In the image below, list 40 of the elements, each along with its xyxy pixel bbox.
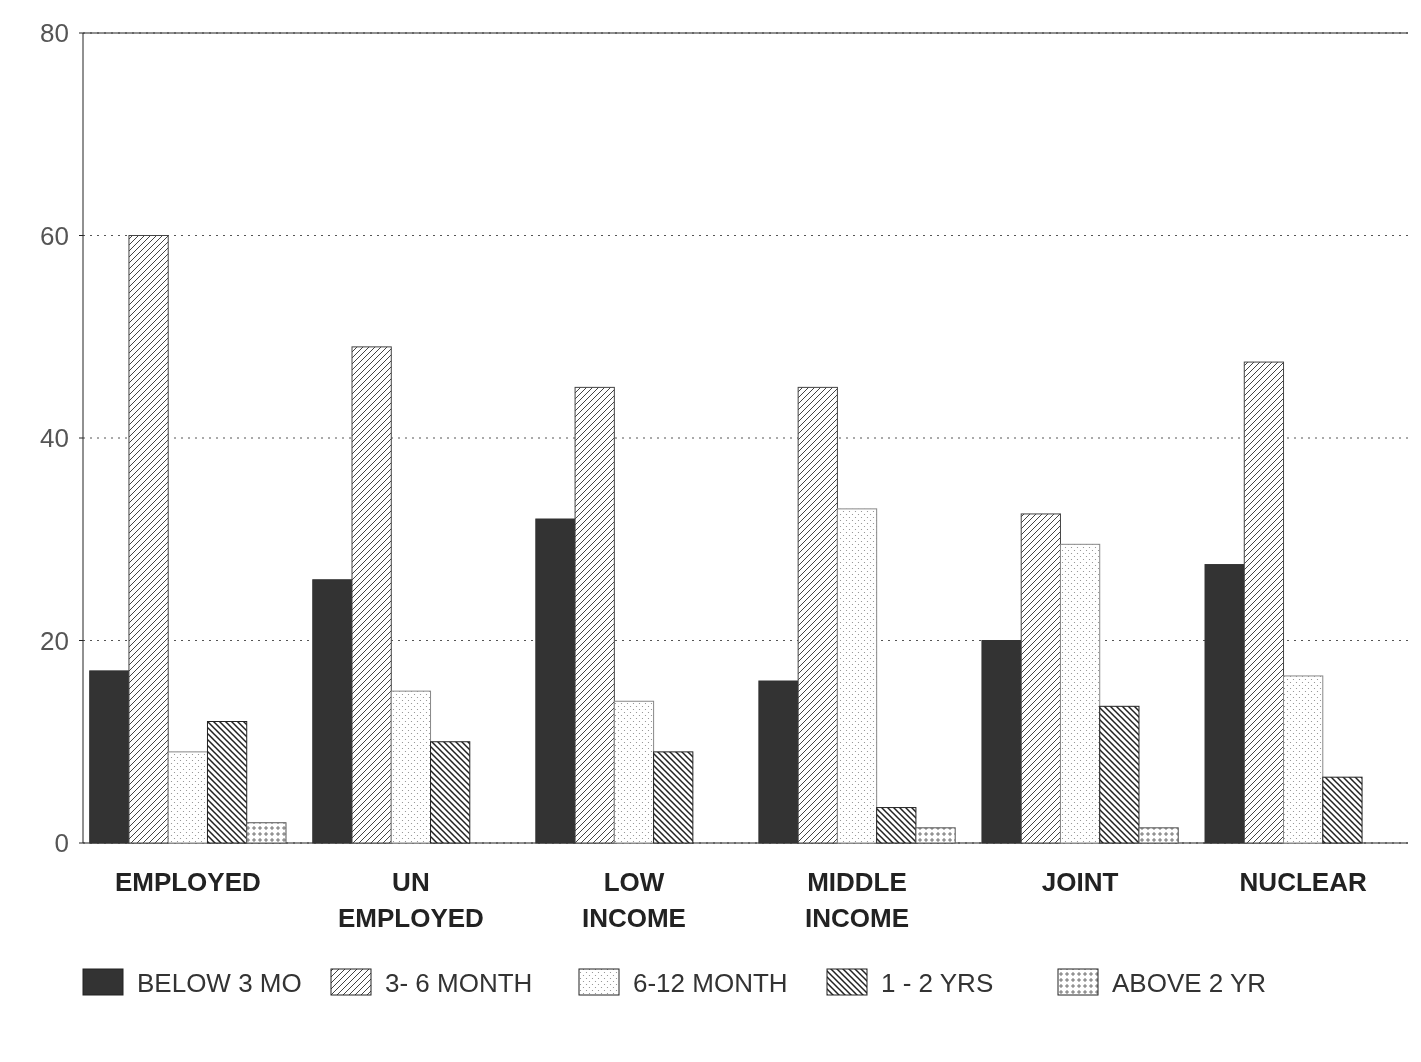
y-tick-label: 60 xyxy=(40,220,69,251)
bar xyxy=(836,508,878,844)
legend-label: 6-12 MONTH xyxy=(633,968,788,999)
x-tick-label: JOINT xyxy=(1041,867,1119,897)
y-tick-label: 80 xyxy=(40,18,69,49)
bar xyxy=(797,386,838,844)
x-tick-label: UN EMPLOYED xyxy=(337,867,484,933)
bar xyxy=(1204,564,1245,844)
bar xyxy=(758,680,799,844)
legend-label: 3- 6 MONTH xyxy=(385,968,533,999)
bar xyxy=(206,721,248,844)
y-tick-label: 20 xyxy=(40,625,69,656)
bar xyxy=(981,640,1022,844)
bar xyxy=(1138,827,1179,844)
bar xyxy=(246,822,287,844)
x-tick-label: MIDDLE INCOME xyxy=(805,867,910,933)
bar xyxy=(574,386,615,844)
y-tick-label: 0 xyxy=(54,828,69,859)
bar xyxy=(1243,361,1285,844)
bar xyxy=(613,700,655,844)
bar xyxy=(312,579,353,844)
bar xyxy=(351,346,392,844)
bar xyxy=(1059,543,1101,844)
x-tick-label: EMPLOYED xyxy=(114,867,261,897)
bar xyxy=(876,807,917,844)
bar xyxy=(390,690,432,844)
y-tick-label: 40 xyxy=(40,423,69,454)
legend-label: BELOW 3 MO xyxy=(137,968,302,999)
bar xyxy=(1283,675,1324,844)
bar xyxy=(915,827,956,844)
legend-label: 1 - 2 YRS xyxy=(881,968,994,999)
bar xyxy=(167,751,208,844)
bar xyxy=(1099,705,1140,844)
bar xyxy=(535,518,576,844)
bar xyxy=(128,235,169,844)
x-tick-label: LOW INCOME xyxy=(581,867,686,933)
bar xyxy=(89,670,130,844)
legend-label: ABOVE 2 YR xyxy=(1112,968,1267,999)
x-tick-label: NUCLEAR xyxy=(1239,867,1367,897)
bar xyxy=(1020,513,1061,844)
